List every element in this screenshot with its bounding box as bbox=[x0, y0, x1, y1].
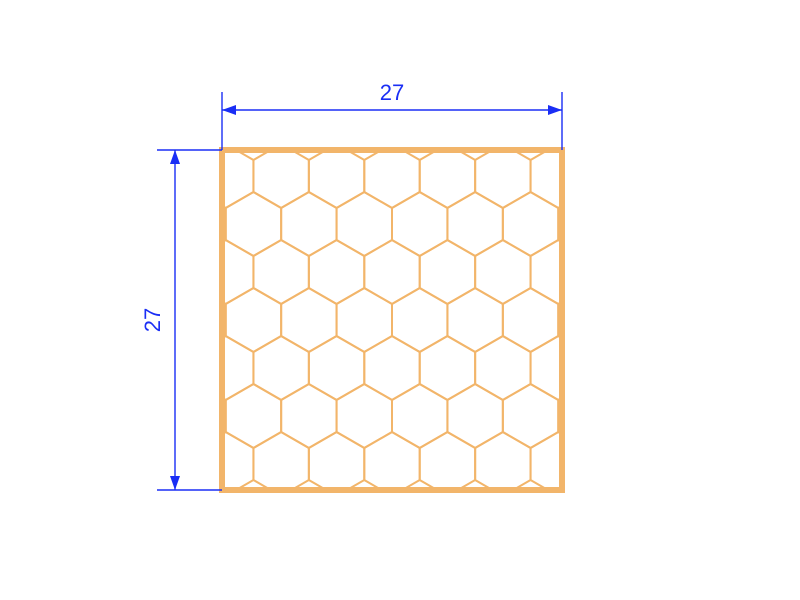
dim-top-arrow-left bbox=[222, 105, 236, 115]
hex-cell bbox=[170, 192, 225, 256]
hex-cell bbox=[558, 288, 613, 352]
hex-cell bbox=[586, 432, 641, 496]
hex-cell bbox=[170, 384, 225, 448]
dim-top-arrow-right bbox=[548, 105, 562, 115]
dim-top-label: 27 bbox=[380, 80, 404, 105]
hex-cell bbox=[143, 240, 198, 304]
hex-cell bbox=[558, 192, 613, 256]
hex-cell bbox=[558, 384, 613, 448]
dim-left-label: 27 bbox=[140, 308, 165, 332]
hex-cell bbox=[143, 336, 198, 400]
hex-cell bbox=[143, 432, 198, 496]
hex-cell bbox=[614, 288, 669, 352]
hex-cell bbox=[586, 240, 641, 304]
hex-cell bbox=[614, 192, 669, 256]
hex-cell bbox=[614, 384, 669, 448]
hex-cell bbox=[143, 144, 198, 208]
dim-left-arrow-top bbox=[170, 150, 180, 164]
hex-cell bbox=[170, 288, 225, 352]
hex-cell bbox=[586, 336, 641, 400]
dim-left-arrow-bottom bbox=[170, 476, 180, 490]
hex-cell bbox=[586, 144, 641, 208]
